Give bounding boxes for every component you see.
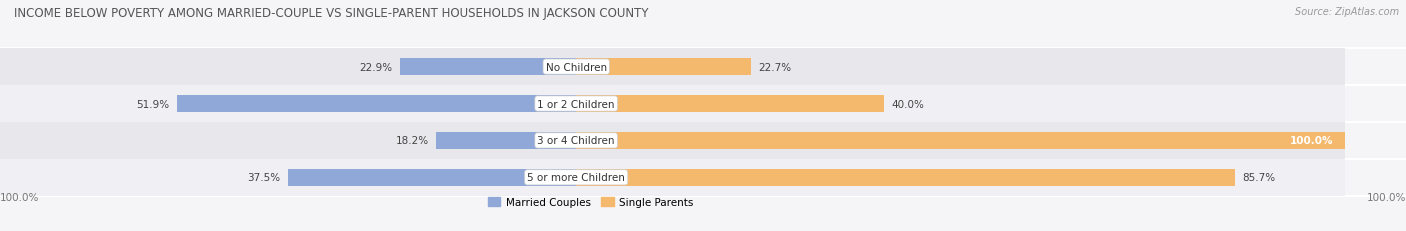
Bar [0, 159, 1344, 196]
Text: 100.0%: 100.0% [0, 193, 39, 203]
Text: 3 or 4 Children: 3 or 4 Children [537, 136, 614, 146]
Bar [288, 169, 576, 186]
Bar [401, 59, 576, 76]
Bar [576, 133, 1344, 149]
Text: No Children: No Children [546, 62, 607, 72]
Text: INCOME BELOW POVERTY AMONG MARRIED-COUPLE VS SINGLE-PARENT HOUSEHOLDS IN JACKSON: INCOME BELOW POVERTY AMONG MARRIED-COUPL… [14, 7, 648, 20]
Bar [177, 96, 576, 112]
Text: 1 or 2 Children: 1 or 2 Children [537, 99, 614, 109]
Text: 22.7%: 22.7% [758, 62, 792, 72]
Text: 100.0%: 100.0% [1289, 136, 1333, 146]
Text: 18.2%: 18.2% [395, 136, 429, 146]
Legend: Married Couples, Single Parents: Married Couples, Single Parents [484, 193, 697, 211]
Bar [0, 49, 1344, 86]
Bar [0, 122, 1344, 159]
Bar [576, 96, 883, 112]
Text: 40.0%: 40.0% [891, 99, 924, 109]
Text: 100.0%: 100.0% [1367, 193, 1406, 203]
Bar [576, 169, 1234, 186]
Text: Source: ZipAtlas.com: Source: ZipAtlas.com [1295, 7, 1399, 17]
Bar [436, 133, 576, 149]
Text: 22.9%: 22.9% [360, 62, 392, 72]
Text: 85.7%: 85.7% [1243, 173, 1275, 182]
Bar [576, 59, 751, 76]
Text: 5 or more Children: 5 or more Children [527, 173, 626, 182]
Text: 51.9%: 51.9% [136, 99, 170, 109]
Bar [0, 86, 1344, 122]
Text: 37.5%: 37.5% [247, 173, 280, 182]
